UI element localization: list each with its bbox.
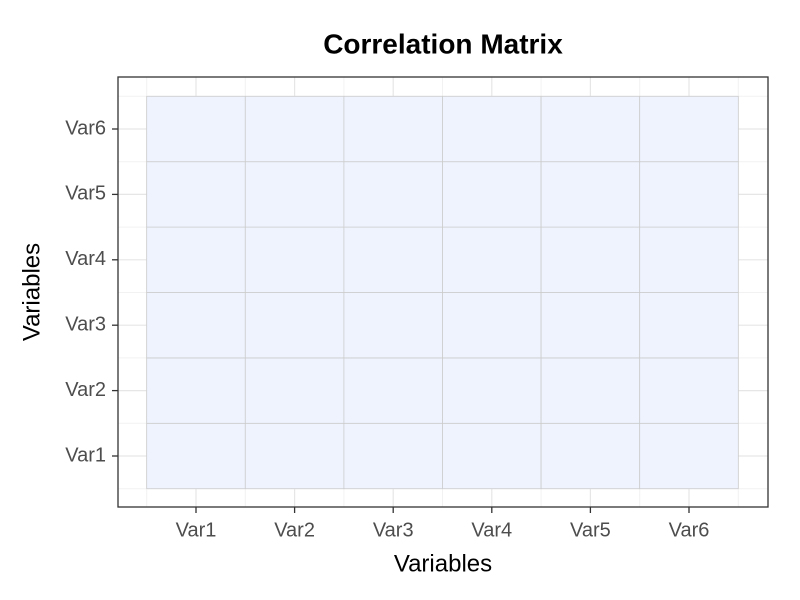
heatmap-cell — [146, 292, 246, 359]
heatmap-cell — [639, 292, 739, 359]
heatmap-cell — [442, 226, 542, 293]
heatmap-cell — [540, 422, 641, 490]
heatmap-cell — [343, 161, 443, 228]
heatmap-cell — [639, 422, 739, 490]
heatmap-cell — [146, 95, 246, 163]
heatmap-cell — [442, 357, 542, 424]
x-axis-label: Variables — [394, 550, 492, 577]
heatmap-cell — [442, 95, 542, 163]
y-tick-label: Var6 — [65, 117, 106, 139]
heatmap-cell — [442, 422, 542, 490]
x-tick-label: Var6 — [669, 519, 710, 541]
chart-title: Correlation Matrix — [323, 28, 563, 59]
y-tick-label: Var1 — [65, 444, 106, 466]
heatmap-cell — [639, 226, 739, 293]
heatmap-cell — [244, 226, 345, 293]
x-tick-label: Var5 — [570, 519, 611, 541]
heatmap-cell — [244, 292, 345, 359]
heatmap-cell — [639, 357, 739, 424]
heatmap-cell — [442, 161, 542, 228]
heatmap-cell — [244, 422, 345, 490]
heatmap-cell — [343, 357, 443, 424]
heatmap-cell — [639, 161, 739, 228]
heatmap-cell — [540, 292, 641, 359]
x-tick-label: Var4 — [471, 519, 512, 541]
heatmap-cell — [146, 357, 246, 424]
heatmap-cell — [343, 95, 443, 163]
heatmap-cell — [244, 95, 345, 163]
heatmap-cell — [343, 226, 443, 293]
heatmap-cell — [540, 95, 641, 163]
heatmap-cell — [442, 292, 542, 359]
y-tick-label: Var4 — [65, 248, 106, 270]
heatmap-cell — [540, 226, 641, 293]
x-tick-label: Var2 — [274, 519, 315, 541]
heatmap-cell — [244, 161, 345, 228]
heatmap-cell — [146, 422, 246, 490]
y-tick-label: Var3 — [65, 313, 106, 335]
y-tick-label: Var5 — [65, 183, 106, 205]
heatmap-cell — [343, 422, 443, 490]
heatmap-cell — [343, 292, 443, 359]
panel-border — [117, 76, 769, 508]
y-tick-label: Var2 — [65, 379, 106, 401]
heatmap-cell — [639, 95, 739, 163]
heatmap-cell — [244, 357, 345, 424]
heatmap-cell — [540, 357, 641, 424]
heatmap-cell — [146, 161, 246, 228]
x-tick-label: Var3 — [373, 519, 414, 541]
heatmap-cell — [540, 161, 641, 228]
x-tick-label: Var1 — [176, 519, 217, 541]
heatmap-cell — [146, 226, 246, 293]
y-axis-label: Variables — [18, 243, 45, 341]
